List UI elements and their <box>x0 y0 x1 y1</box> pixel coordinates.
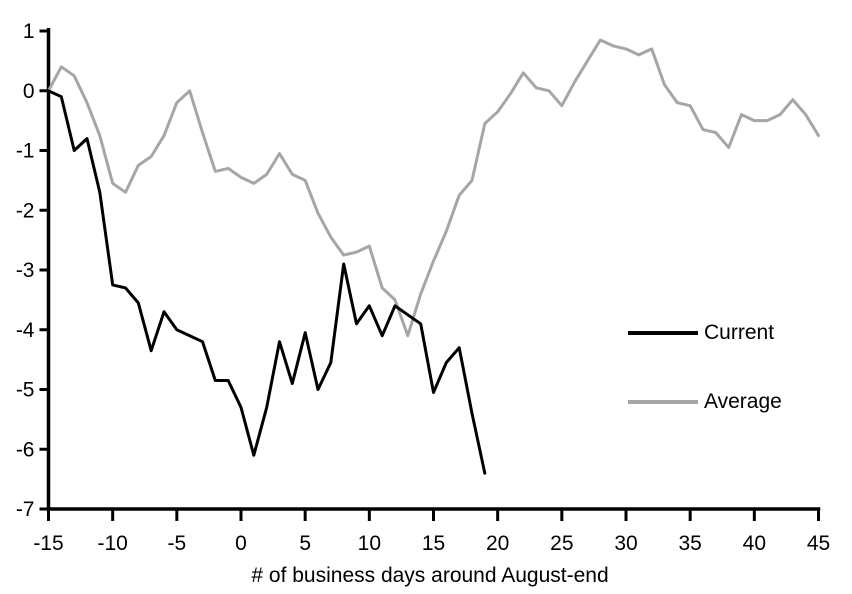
x-tick-label: 40 <box>743 532 766 555</box>
legend-item-current: Current <box>628 320 782 346</box>
x-tick-label: 10 <box>358 532 381 555</box>
y-tick-label: -3 <box>16 259 35 282</box>
y-tick-label: 0 <box>23 80 35 103</box>
x-tick-label: -5 <box>167 532 186 555</box>
x-tick-label: 0 <box>235 532 247 555</box>
x-tick-label: 5 <box>299 532 311 555</box>
x-tick-label: -10 <box>97 532 127 555</box>
y-tick-label: -6 <box>16 438 35 461</box>
legend-swatch-current-line <box>628 331 698 335</box>
chart-legend: Current Average <box>628 320 782 415</box>
y-tick-label: -5 <box>16 379 35 402</box>
x-axis-label: # of business days around August-end <box>251 564 608 587</box>
x-tick-label: 30 <box>614 532 637 555</box>
y-tick-label: -4 <box>16 319 35 342</box>
y-tick-label: -2 <box>16 199 35 222</box>
legend-label-current: Current <box>704 321 775 344</box>
legend-item-average: Average <box>628 389 782 415</box>
x-tick-label: 25 <box>550 532 573 555</box>
y-tick-label: -1 <box>16 140 35 163</box>
x-tick-label: 35 <box>678 532 701 555</box>
x-tick-label: 20 <box>486 532 509 555</box>
x-tick-label: 15 <box>422 532 445 555</box>
legend-label-average: Average <box>704 390 782 413</box>
x-tick-label: -15 <box>33 532 63 555</box>
y-tick-label: -7 <box>16 498 35 521</box>
y-tick-label: 1 <box>23 20 35 43</box>
legend-swatch-average-line <box>628 400 698 404</box>
series-current-line <box>47 89 487 475</box>
x-tick-label: 45 <box>807 532 830 555</box>
series-average-line <box>47 38 820 338</box>
